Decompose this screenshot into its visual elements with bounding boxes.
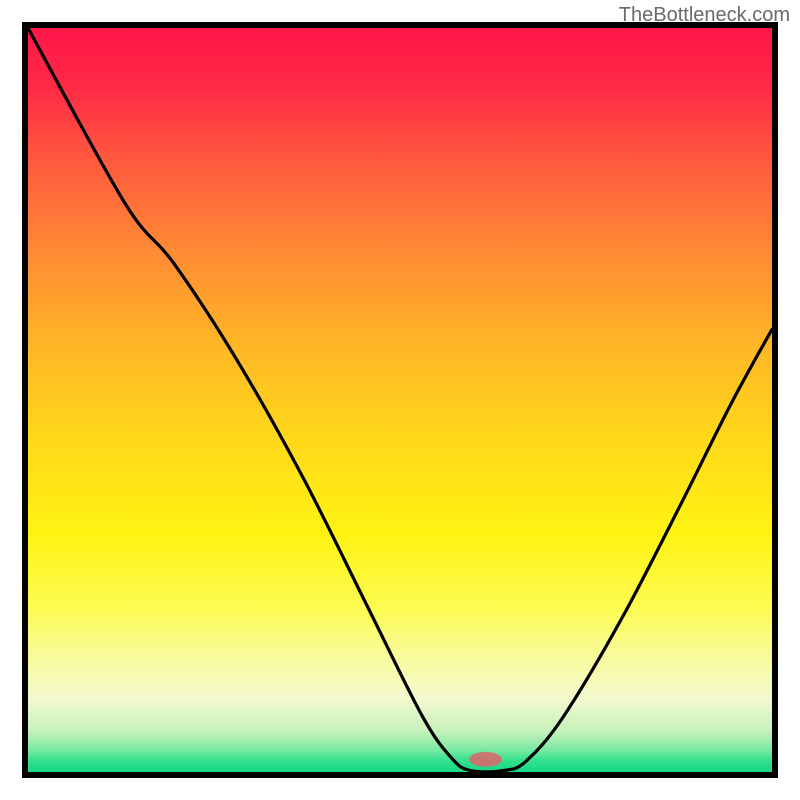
chart-background — [28, 28, 772, 772]
watermark-text: TheBottleneck.com — [619, 4, 790, 27]
optimal-marker — [469, 752, 502, 767]
chart-canvas — [0, 0, 800, 800]
bottleneck-chart: TheBottleneck.com — [0, 0, 800, 800]
